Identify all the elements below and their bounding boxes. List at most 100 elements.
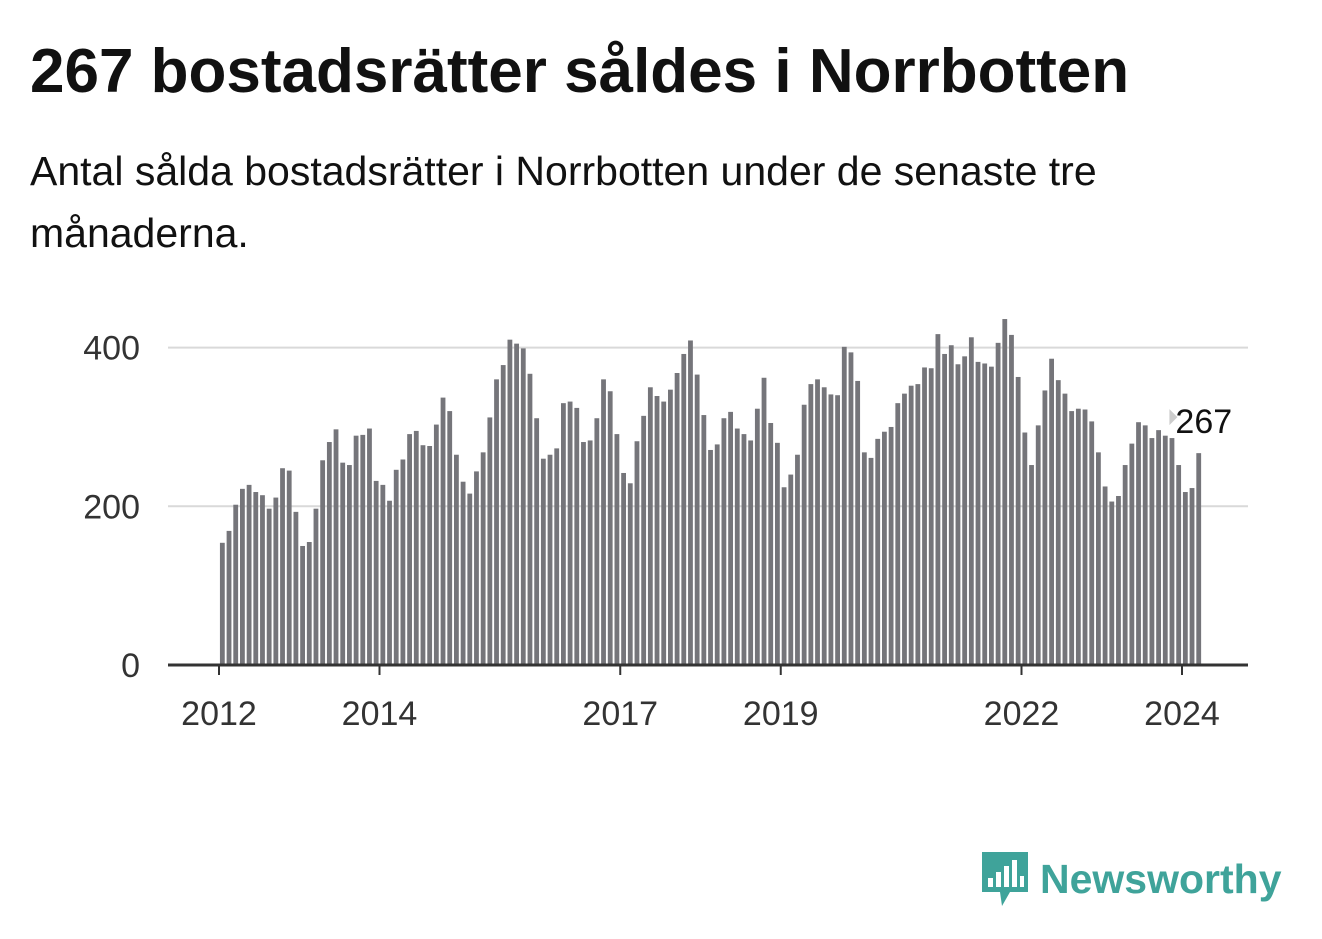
bar — [1156, 430, 1161, 665]
bar — [454, 454, 459, 665]
bar — [400, 459, 406, 665]
bar — [841, 346, 847, 665]
bar — [875, 438, 881, 665]
bar — [286, 470, 292, 665]
bar — [554, 448, 560, 665]
bar — [1055, 380, 1061, 665]
bar — [808, 384, 814, 665]
bar — [868, 457, 874, 665]
bar — [855, 380, 861, 665]
bar-chart: 0 200 400 2012 2014 2017 2019 2022 2024 267 — [83, 319, 1248, 733]
annotation-pointer — [1169, 409, 1178, 426]
bar — [1049, 358, 1054, 665]
bar — [1029, 465, 1034, 665]
chart-axes: 0 200 400 2012 2014 2017 2019 2022 2024 — [83, 330, 1248, 733]
bar — [326, 442, 332, 665]
bar — [975, 361, 981, 665]
bar — [567, 401, 573, 665]
bar — [661, 401, 667, 665]
bar — [520, 348, 526, 665]
bar — [861, 452, 867, 665]
bar — [1182, 492, 1188, 665]
bar — [948, 345, 954, 665]
bar — [908, 385, 914, 665]
bar — [647, 387, 653, 665]
x-tick-label: 2017 — [582, 695, 658, 733]
bar — [561, 403, 566, 665]
bar — [607, 391, 613, 665]
bar — [353, 435, 359, 665]
bar — [634, 441, 640, 665]
bar — [968, 337, 974, 665]
bar — [775, 442, 780, 665]
bar — [1189, 488, 1195, 665]
bar — [507, 339, 513, 665]
bar — [721, 418, 727, 665]
bar — [360, 434, 366, 665]
bar — [828, 394, 834, 665]
bar — [928, 368, 934, 665]
bar — [714, 444, 720, 665]
bar — [668, 389, 673, 665]
bar — [527, 373, 533, 665]
bar — [694, 374, 700, 665]
bar — [795, 454, 800, 665]
bar — [1136, 422, 1141, 665]
bar — [922, 367, 927, 665]
bar — [982, 363, 988, 665]
bar — [701, 415, 707, 665]
bar — [219, 542, 225, 665]
bar — [621, 472, 626, 665]
bar — [587, 440, 593, 665]
bar — [942, 353, 947, 665]
bar — [347, 465, 352, 665]
bar — [1196, 453, 1202, 665]
y-tick-label: 200 — [83, 488, 140, 526]
bar — [547, 454, 553, 665]
bar — [393, 469, 399, 665]
bar — [233, 504, 239, 665]
bar — [915, 384, 921, 665]
bar — [1122, 465, 1128, 665]
bar — [1035, 425, 1041, 665]
bar — [708, 449, 713, 665]
bar — [681, 353, 687, 665]
chart-annotation: 267 — [1169, 403, 1232, 441]
bar — [280, 468, 285, 665]
bar — [260, 495, 265, 665]
bar — [387, 500, 392, 665]
bar — [955, 364, 961, 665]
newsworthy-logo-icon — [982, 852, 1028, 906]
bar — [474, 471, 479, 665]
bar — [1116, 495, 1121, 665]
bar — [654, 396, 660, 665]
bar — [333, 429, 339, 665]
bar — [728, 411, 733, 665]
bar — [594, 418, 600, 665]
bar — [226, 530, 232, 665]
bar — [902, 393, 907, 665]
y-tick-label: 0 — [121, 647, 140, 685]
bar — [367, 428, 372, 665]
bar — [1082, 409, 1088, 665]
bar — [500, 365, 506, 665]
bar — [320, 460, 326, 665]
bar — [293, 511, 299, 665]
bar — [641, 415, 647, 665]
x-tick-label: 2022 — [984, 695, 1060, 733]
x-tick-label: 2019 — [743, 695, 819, 733]
bar — [815, 379, 820, 665]
bar — [460, 481, 466, 665]
bar — [440, 397, 446, 665]
bar — [989, 366, 994, 665]
page-title: 267 bostadsrätter såldes i Norrbotten — [30, 37, 1130, 106]
bar — [601, 379, 606, 665]
y-tick-label: 400 — [83, 330, 140, 368]
bar — [300, 545, 305, 665]
bar — [574, 407, 580, 665]
x-tick-label: 2014 — [342, 695, 418, 733]
bar — [1002, 319, 1008, 665]
bar — [540, 458, 546, 665]
bar — [1176, 465, 1182, 665]
bar — [962, 356, 968, 665]
